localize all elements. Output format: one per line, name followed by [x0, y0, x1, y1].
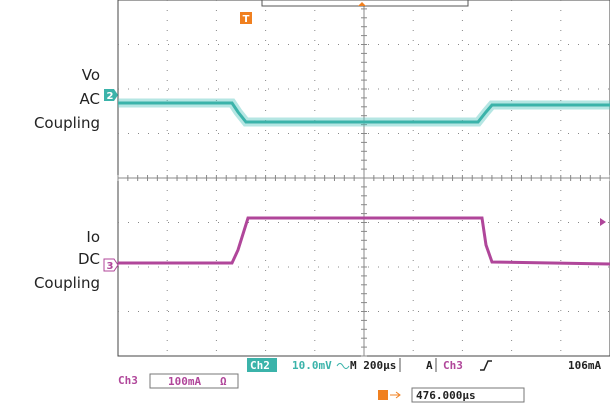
ch3-marker: 3: [107, 261, 114, 272]
vo-coupling-type: AC: [80, 90, 100, 108]
ch2-scale: 10.0mV: [292, 359, 332, 372]
io-coupling: Coupling: [34, 274, 100, 292]
trigger-mode: A: [426, 359, 433, 372]
ch2-label: Ch2: [250, 359, 270, 372]
vo-label: Vo: [82, 66, 100, 84]
page: T Vo AC Coupling Io DC Coupling 2 3 Ch2 …: [0, 0, 610, 406]
trigger-level: 106mA: [568, 359, 601, 372]
ch3-label: Ch3: [118, 374, 138, 387]
trigger-position: 476.000µs: [416, 389, 476, 402]
trigger-offset-arrow: [390, 392, 400, 398]
ch3-coupling: Ω: [220, 375, 227, 388]
slope-icon: [480, 361, 492, 370]
vo-coupling: Coupling: [34, 114, 100, 132]
ch2-marker: 2: [107, 91, 114, 102]
trigger-offset-icon: [378, 390, 388, 400]
trigger-marker: T: [243, 14, 250, 25]
scope-screen: T Vo AC Coupling Io DC Coupling 2 3 Ch2 …: [0, 0, 610, 406]
timebase: M 200µs: [350, 359, 396, 372]
ch3-scale: 100mA: [168, 375, 201, 388]
io-label: Io: [86, 228, 100, 246]
io-coupling-type: DC: [78, 250, 100, 268]
trigger-source: Ch3: [443, 359, 463, 372]
bw-limit-icon: [337, 364, 349, 369]
